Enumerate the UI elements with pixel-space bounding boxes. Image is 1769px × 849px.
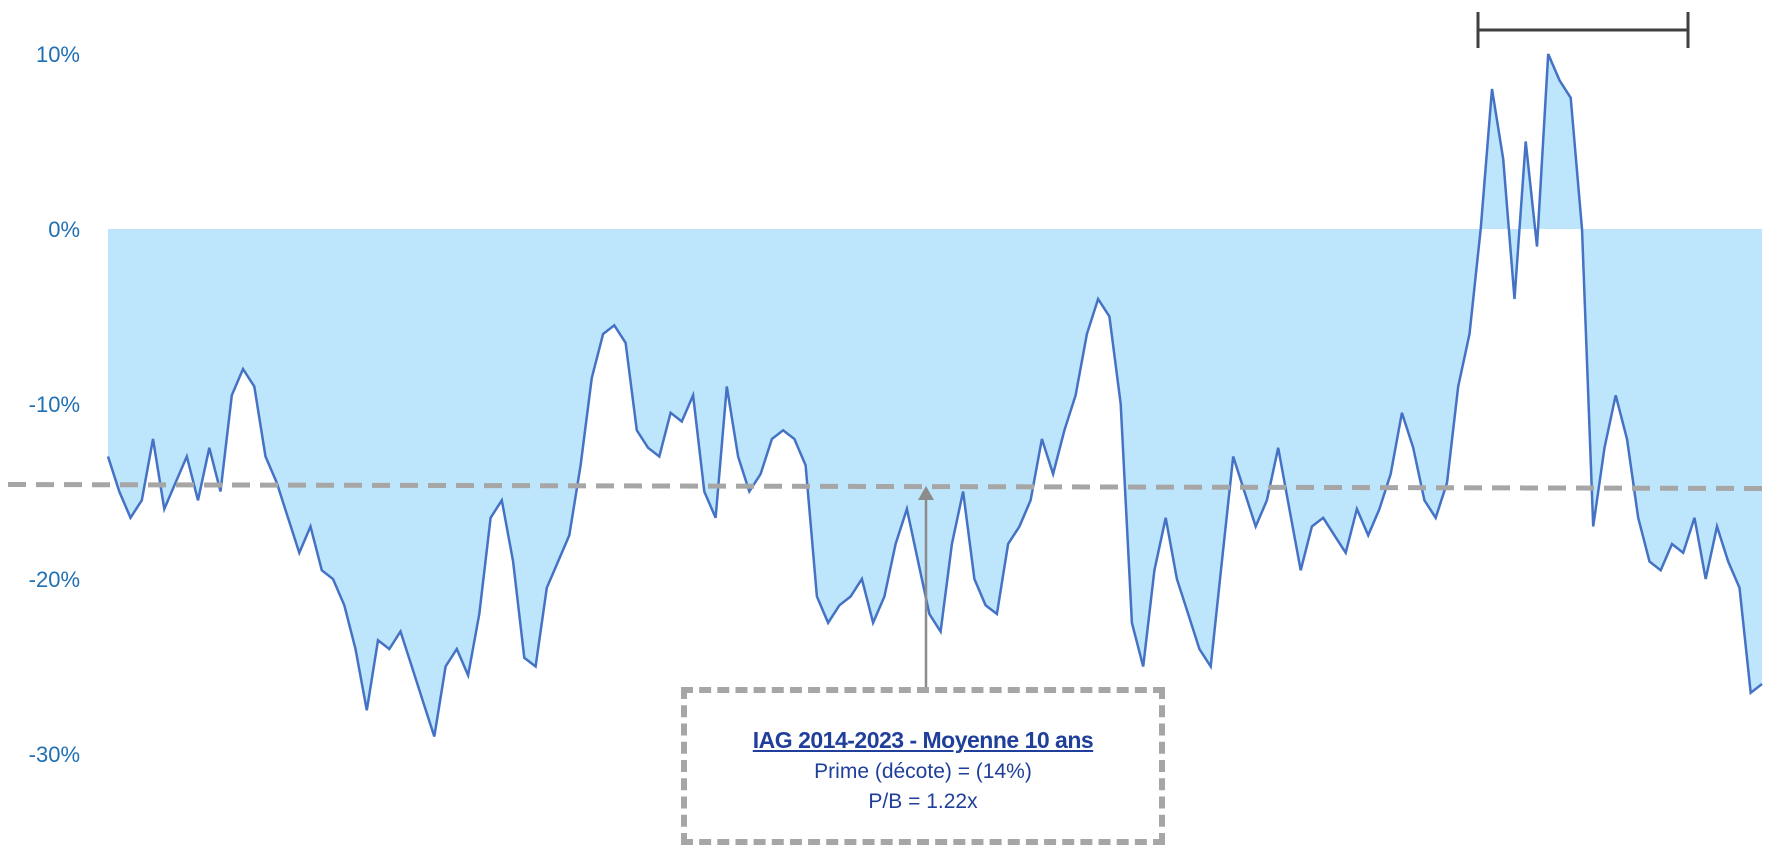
y-axis-tick-labels: 10% 0% -10% -20% -30% xyxy=(29,42,80,767)
average-annotation-box: IAG 2014-2023 - Moyenne 10 ans Prime (dé… xyxy=(681,687,1165,845)
annotation-title: IAG 2014-2023 - Moyenne 10 ans xyxy=(752,727,1094,753)
y-tick-label: 0% xyxy=(48,217,80,242)
period-bracket xyxy=(1476,12,1690,48)
annotation-arrow xyxy=(918,486,934,687)
ten-year-average-line xyxy=(7,482,1769,491)
annotation-premium: Prime (décote) = (14%) xyxy=(814,760,1032,783)
y-tick-label: -30% xyxy=(29,742,80,767)
y-tick-label: -20% xyxy=(29,567,80,592)
y-tick-label: -10% xyxy=(29,392,80,417)
premium-discount-series-line xyxy=(106,53,1763,737)
y-tick-label: 10% xyxy=(36,42,80,67)
annotation-pb: P/B = 1.22x xyxy=(868,790,978,813)
premium-discount-area xyxy=(108,54,1762,737)
